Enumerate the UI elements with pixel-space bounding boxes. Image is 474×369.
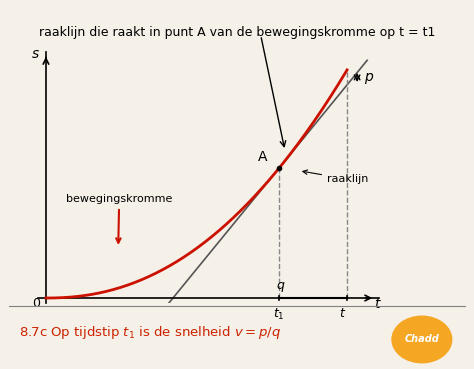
Text: bewegingskromme: bewegingskromme xyxy=(66,194,173,243)
Circle shape xyxy=(392,316,452,363)
Text: raaklijn: raaklijn xyxy=(303,170,368,184)
Text: Chadd: Chadd xyxy=(404,334,439,345)
Text: q: q xyxy=(277,279,285,292)
Text: s: s xyxy=(32,47,39,61)
Text: p: p xyxy=(365,70,373,85)
Text: $t_1$: $t_1$ xyxy=(273,307,285,322)
Text: t: t xyxy=(374,297,380,311)
Text: $t$: $t$ xyxy=(339,307,346,320)
Text: 0: 0 xyxy=(32,297,40,310)
Text: 8.7c Op tijdstip $t_1$ is de snelheid $v = p / q$: 8.7c Op tijdstip $t_1$ is de snelheid $v… xyxy=(19,324,281,341)
Text: raaklijn die raakt in punt A van de bewegingskromme op t = t1: raaklijn die raakt in punt A van de bewe… xyxy=(39,26,435,39)
Text: A: A xyxy=(258,150,267,164)
